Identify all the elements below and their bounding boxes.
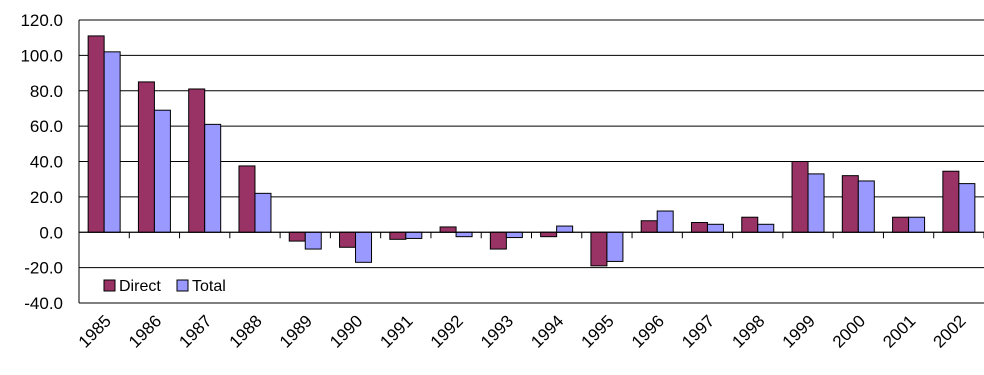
bar-total-2000 [857, 180, 875, 233]
y-tick-label: 60.0 [30, 117, 63, 136]
x-tick-label: 1999 [779, 311, 819, 351]
legend-swatch-total [176, 279, 189, 292]
y-tick-label: -40.0 [24, 294, 63, 313]
x-tick-label: 1989 [276, 311, 316, 351]
x-tick-label: 1995 [578, 311, 618, 351]
y-tick-label: 20.0 [30, 188, 63, 207]
bar-direct-1995 [590, 231, 608, 267]
y-tick-label: 80.0 [30, 82, 63, 101]
bar-total-1994 [556, 225, 574, 233]
bars [87, 35, 976, 267]
bar-direct-1992 [439, 226, 457, 233]
legend-label-direct: Direct [119, 278, 161, 295]
bar-direct-1994 [540, 231, 558, 238]
bar-direct-1997 [690, 222, 708, 233]
bar-total-1989 [304, 231, 322, 250]
x-tick-label: 1988 [226, 311, 266, 351]
bar-total-1997 [706, 223, 724, 233]
x-tick-label: 1990 [326, 311, 366, 351]
x-tick-label: 1997 [678, 311, 718, 351]
bar-total-1998 [757, 223, 775, 233]
y-tick-label: 0.0 [39, 223, 63, 242]
bar-total-1990 [355, 231, 373, 263]
x-tick-label: 1998 [728, 311, 768, 351]
legend: Direct Total [103, 278, 226, 295]
bar-total-2001 [908, 216, 926, 233]
y-tick-label: 40.0 [30, 153, 63, 172]
x-axis-tick-labels: 1985 1986 1987 1988 1989 1990 1991 1992 1993 1994… [75, 311, 970, 351]
legend-label-total: Total [192, 278, 226, 295]
x-tick-label: 2001 [879, 311, 919, 351]
axes [78, 20, 984, 303]
legend-swatch-direct [103, 279, 116, 292]
bar-total-1987 [204, 123, 222, 233]
bar-direct-1987 [188, 88, 206, 233]
bar-total-1993 [505, 231, 523, 239]
bar-total-1996 [656, 210, 674, 233]
bar-direct-2001 [892, 216, 910, 233]
bar-total-1992 [455, 231, 473, 238]
x-tick-label: 1994 [527, 311, 567, 351]
bar-direct-1985 [87, 35, 105, 233]
bar-direct-1986 [137, 81, 155, 233]
bar-direct-2002 [942, 170, 960, 233]
y-tick-label: -20.0 [24, 259, 63, 278]
bar-direct-2000 [841, 175, 859, 233]
bar-total-1985 [103, 51, 121, 233]
bar-total-1991 [405, 231, 423, 239]
bar-direct-1991 [389, 231, 407, 240]
bar-direct-1990 [339, 231, 357, 248]
x-tick-label: 1996 [628, 311, 668, 351]
bar-direct-1996 [640, 220, 658, 233]
bar-direct-1998 [741, 216, 759, 233]
bar-total-1986 [153, 109, 171, 233]
bar-total-2002 [958, 183, 976, 233]
x-tick-label: 1986 [125, 311, 165, 351]
x-tick-label: 2000 [829, 311, 869, 351]
x-tick-label: 1991 [376, 311, 416, 351]
x-tick-label: 1993 [477, 311, 517, 351]
bar-direct-1989 [288, 231, 306, 242]
x-tick-label: 1987 [175, 311, 215, 351]
bar-total-1999 [807, 173, 825, 233]
bar-total-1995 [606, 231, 624, 262]
y-axis-tick-labels: -40.0 -20.0 0.0 20.0 40.0 60.0 80.0 100.0 120.0 [20, 11, 63, 313]
bar-direct-1988 [238, 165, 256, 233]
x-tick-label: 1985 [75, 311, 115, 351]
x-tick-label: 2002 [930, 311, 970, 351]
y-tick-label: 100.0 [20, 46, 63, 65]
bar-direct-1999 [791, 161, 809, 233]
y-tick-label: 120.0 [20, 11, 63, 30]
bar-direct-1993 [489, 231, 507, 250]
bar-total-1988 [254, 192, 272, 233]
x-tick-label: 1992 [427, 311, 467, 351]
